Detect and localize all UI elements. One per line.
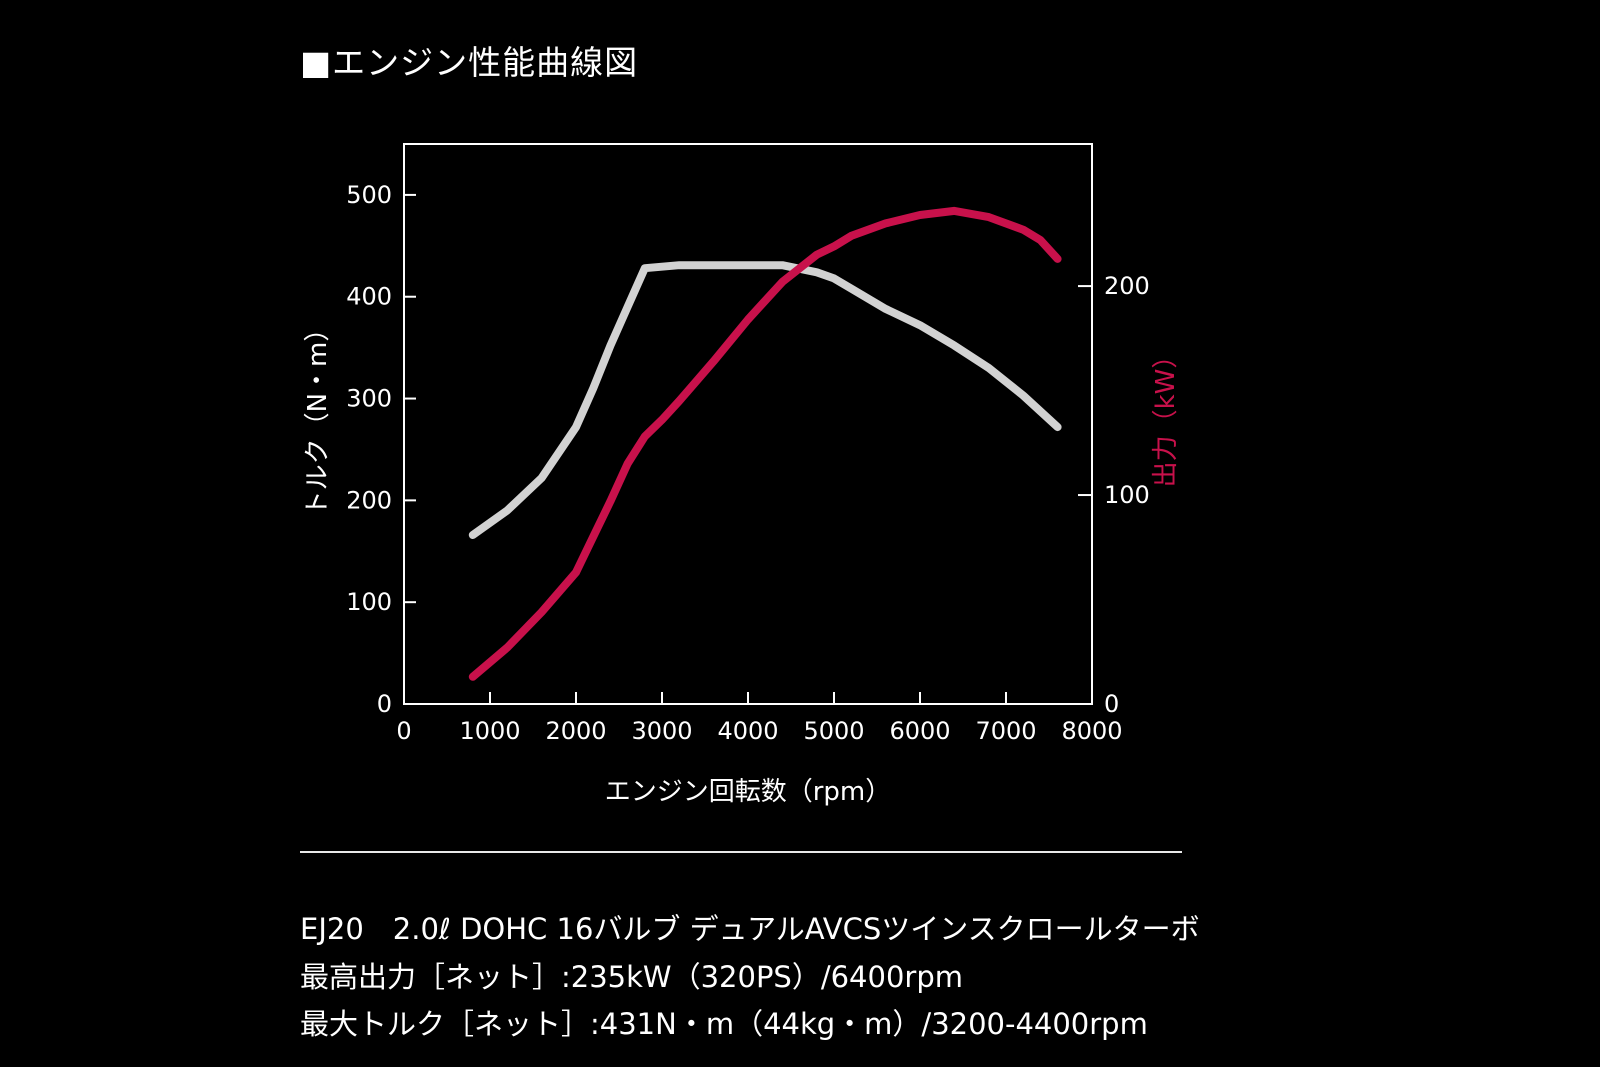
- x-axis-label: エンジン回転数（rpm）: [605, 777, 892, 807]
- spec-max-torque: 最大トルク［ネット］:431N・m（44kg・m）/3200-4400rpm: [300, 1007, 1148, 1041]
- spec-engine: EJ20 2.0ℓ DOHC 16バルブ デュアルAVCSツインスクロールターボ: [300, 912, 1200, 946]
- plot-frame: [403, 143, 1093, 705]
- x-tick-label: 5000: [803, 717, 864, 745]
- y-left-tick-label: 0: [377, 690, 392, 718]
- x-tick-label: 4000: [717, 717, 778, 745]
- spec-max-power: 最高出力［ネット］:235kW（320PS）/6400rpm: [300, 960, 963, 994]
- x-tick-label: 0: [396, 717, 411, 745]
- y-left-axis-label: トルク（N・m）: [303, 316, 333, 517]
- chart-title: ■エンジン性能曲線図: [300, 43, 639, 82]
- x-tick-label: 1000: [459, 717, 520, 745]
- engine-performance-chart: 0 1000 2000 3000 4000 5000 6000 7000 80000100200…: [303, 143, 1181, 807]
- y-left-tick-label: 200: [346, 486, 392, 514]
- torque-line: [468, 261, 1062, 539]
- y-left-tick-label: 500: [346, 181, 392, 209]
- x-tick-label: 6000: [889, 717, 950, 745]
- y-right-tick-label: 0: [1104, 690, 1119, 718]
- y-right-tick-label: 200: [1104, 272, 1150, 300]
- power-line: [468, 206, 1062, 681]
- divider: [300, 851, 1182, 853]
- y-right-tick-label: 100: [1104, 481, 1150, 509]
- y-left-tick-label: 400: [346, 283, 392, 311]
- x-tick-label: 8000: [1061, 717, 1122, 745]
- x-tick-label: 7000: [975, 717, 1036, 745]
- y-left-tick-label: 100: [346, 588, 392, 616]
- y-right-axis-label: 出力（kW）: [1151, 343, 1181, 488]
- y-left-tick-label: 300: [346, 385, 392, 413]
- x-tick-label: 2000: [545, 717, 606, 745]
- x-tick-label: 3000: [631, 717, 692, 745]
